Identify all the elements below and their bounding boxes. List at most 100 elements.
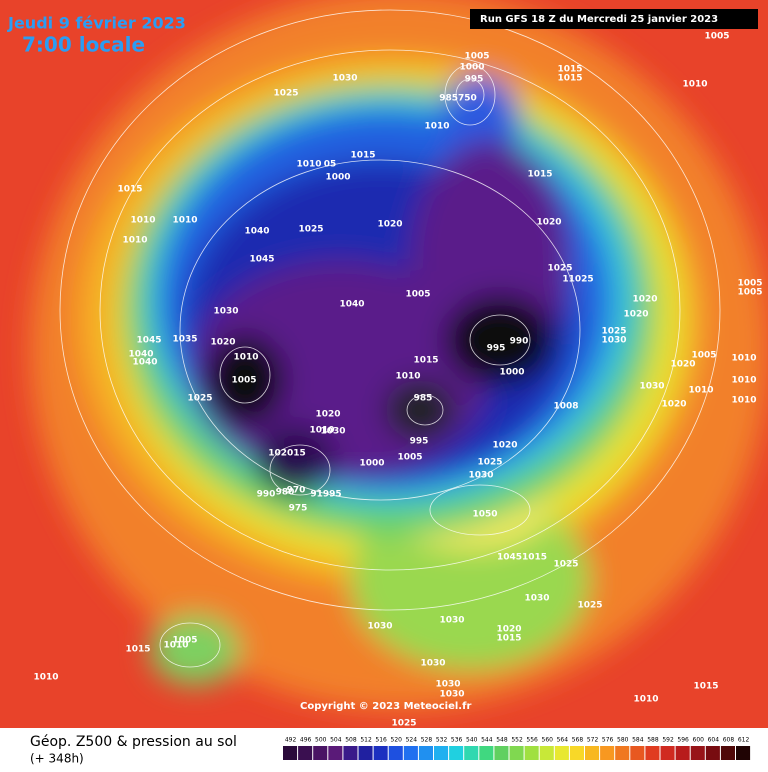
isobar-label: 1040	[132, 358, 157, 368]
isobar-label: 1030	[524, 594, 549, 604]
isobar-label: 1005	[691, 351, 716, 361]
isobar-label: 1015	[496, 634, 521, 644]
scale-label: 568	[572, 737, 584, 744]
isobar-label: 1010	[309, 426, 334, 436]
scale-swatch	[343, 746, 358, 760]
isobar-label: 1020	[670, 360, 695, 370]
isobar-label: 995	[410, 437, 429, 447]
footer-title: Géop. Z500 & pression au sol	[30, 734, 237, 750]
scale-swatch	[464, 746, 479, 760]
scale-swatch	[388, 746, 403, 760]
scale-swatch	[418, 746, 433, 760]
isobar-label: 1010	[130, 216, 155, 226]
scale-label: 552	[511, 737, 523, 744]
scale-label: 540	[466, 737, 478, 744]
scale-label: 524	[406, 737, 418, 744]
scale-swatch	[434, 746, 449, 760]
scale-swatch	[509, 746, 524, 760]
isobar-label: 102015	[268, 449, 306, 459]
isobar-label: 1010	[172, 216, 197, 226]
scale-label: 508	[345, 737, 357, 744]
isobar-label: 1030	[639, 382, 664, 392]
isobar-label: 1040	[128, 350, 153, 360]
scale-label: 560	[542, 737, 554, 744]
isobar-label: 1030	[601, 336, 626, 346]
isobar-label: 1020	[661, 400, 686, 410]
isobar-label: 1025	[391, 719, 416, 729]
scale-swatch	[358, 746, 373, 760]
isobar-label: 05	[324, 160, 337, 170]
isobar-label: 1010	[122, 236, 147, 246]
isobar-label: 1005	[737, 279, 762, 289]
scale-label: 496	[300, 737, 312, 744]
scale-swatch	[585, 746, 600, 760]
isobar-label: 1025	[273, 89, 298, 99]
isobar-label: 1005	[405, 290, 430, 300]
scale-label: 512	[360, 737, 372, 744]
isobar-label: 1030	[435, 680, 460, 690]
scale-label: 500	[315, 737, 327, 744]
isobar-label: 1030	[320, 427, 345, 437]
isobar-label: 1025	[547, 264, 572, 274]
isobar-label: 1035	[172, 335, 197, 345]
isobar-label: 1050	[472, 510, 497, 520]
scale-label: 592	[662, 737, 674, 744]
isobar-label: 1005	[737, 288, 762, 298]
isobar-label: 1025	[577, 601, 602, 611]
isobar-label: 1005	[172, 636, 197, 646]
scale-label: 556	[526, 737, 538, 744]
isobar-label: 1015	[350, 151, 375, 161]
scale-label: 584	[632, 737, 644, 744]
isobar-label: 1030	[213, 307, 238, 317]
isobar-label: 91995	[310, 490, 341, 500]
isobar-label: 995	[465, 75, 484, 85]
isobar-label: 1010	[688, 386, 713, 396]
isobar-label: 1005	[704, 32, 729, 42]
isobar-label: 1000	[499, 368, 524, 378]
isobar-label: 1030	[439, 690, 464, 700]
isobar-label: 1000	[459, 63, 484, 73]
isobar-label: 995	[487, 344, 506, 354]
isobar-label: 1015	[693, 682, 718, 692]
scale-swatch	[615, 746, 630, 760]
isobar-label: 1025	[477, 458, 502, 468]
isobar-label: 1020	[496, 625, 521, 635]
isobar-label: 1020	[492, 441, 517, 451]
copyright: Copyright © 2023 Meteociel.fr	[300, 701, 471, 712]
isobar-label: 1040	[339, 300, 364, 310]
scale-label: 588	[647, 737, 659, 744]
scale-label: 600	[693, 737, 705, 744]
isobar-label: 1045	[136, 336, 161, 346]
isobar-label: 1025	[298, 225, 323, 235]
isobar-label: 1030	[367, 622, 392, 632]
scale-swatch	[283, 746, 298, 760]
scale-label: 548	[496, 737, 508, 744]
scale-label: 504	[330, 737, 342, 744]
isobar-label: 1010	[233, 353, 258, 363]
scale-swatch	[328, 746, 343, 760]
isobar-label: 975	[289, 504, 308, 514]
isobar-label: 1015	[413, 356, 438, 366]
scale-swatch	[373, 746, 388, 760]
scale-label: 492	[285, 737, 297, 744]
scale-label: 532	[436, 737, 448, 744]
valid-date: Jeudi 9 février 2023	[7, 14, 186, 33]
isobar-label: 10451015	[497, 553, 547, 563]
isobar-label: 1010	[731, 354, 756, 364]
run-info: Run GFS 18 Z du Mercredi 25 janvier 2023	[480, 14, 718, 25]
isobar-label: 1010	[682, 80, 707, 90]
isobar-label: 1010	[296, 160, 321, 170]
map: 1005100099598575010301025101510151010100…	[0, 0, 768, 729]
scale-swatch	[736, 746, 751, 760]
isobar-label: 1020	[315, 410, 340, 420]
isobar-label: 1010	[33, 673, 58, 683]
scale-label: 536	[451, 737, 463, 744]
isobar-label: 1025	[553, 560, 578, 570]
isobar-label: 1008	[553, 402, 578, 412]
scale-swatch	[494, 746, 509, 760]
isobar-label: 1015	[125, 645, 150, 655]
scale-label: 604	[708, 737, 720, 744]
scale-swatch	[675, 746, 690, 760]
isobar-label: 1010	[633, 695, 658, 705]
